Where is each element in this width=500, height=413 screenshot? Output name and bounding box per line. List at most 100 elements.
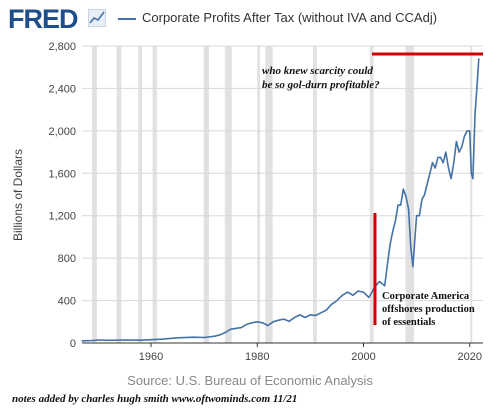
data-point xyxy=(214,335,216,337)
data-point xyxy=(357,290,359,292)
data-point xyxy=(437,156,439,158)
y-tick-label: 2,000 xyxy=(48,126,76,138)
legend-swatch xyxy=(118,17,136,20)
data-point xyxy=(161,338,163,340)
data-point xyxy=(192,336,195,338)
recession-band xyxy=(138,46,143,343)
mid-note-line2: offshores production xyxy=(382,304,475,315)
data-point xyxy=(378,280,381,283)
data-point xyxy=(325,309,327,311)
data-point xyxy=(405,196,407,198)
y-tick-label: 800 xyxy=(58,253,76,265)
data-point xyxy=(219,334,221,336)
data-point xyxy=(478,58,480,60)
data-point xyxy=(431,162,434,164)
data-point xyxy=(416,215,418,217)
data-point xyxy=(107,339,110,341)
fred-logo-graph-icon xyxy=(88,9,106,27)
data-point xyxy=(426,183,428,185)
data-point xyxy=(331,303,333,305)
data-point xyxy=(320,312,322,314)
data-point xyxy=(412,266,414,268)
data-point xyxy=(429,172,431,174)
data-point xyxy=(387,255,390,257)
data-point xyxy=(442,162,444,164)
data-point xyxy=(408,208,410,210)
recession-band xyxy=(116,46,122,343)
data-point xyxy=(277,319,280,321)
data-point xyxy=(246,323,248,326)
data-point xyxy=(410,246,412,249)
data-point xyxy=(402,188,404,190)
data-point xyxy=(123,339,126,341)
y-axis-label: Billions of Dollars xyxy=(11,149,25,241)
top-note-line1: who knew scarcity could xyxy=(262,65,373,77)
data-point xyxy=(447,167,450,169)
data-point xyxy=(370,292,373,294)
recession-band xyxy=(203,46,209,343)
y-tick-label: 400 xyxy=(58,296,76,308)
data-point xyxy=(470,172,472,174)
data-point xyxy=(389,243,391,245)
data-point xyxy=(240,327,242,329)
top-note-line2: be so gol-durn profitable? xyxy=(262,79,380,91)
data-point xyxy=(315,314,317,317)
data-point xyxy=(463,135,466,137)
x-tick-label: 2020 xyxy=(457,351,481,363)
data-point xyxy=(439,156,442,158)
data-point xyxy=(352,294,354,296)
data-point xyxy=(256,321,258,323)
data-point xyxy=(458,151,460,153)
data-point xyxy=(394,220,396,222)
legend: Corporate Profits After Tax (without IVA… xyxy=(118,10,437,25)
data-point xyxy=(469,130,471,132)
data-point xyxy=(421,199,423,201)
data-point xyxy=(384,285,386,287)
data-point xyxy=(341,294,343,296)
data-point xyxy=(472,177,474,180)
data-point xyxy=(346,291,349,293)
data-point xyxy=(150,339,152,341)
data-point xyxy=(461,146,463,148)
data-point xyxy=(92,339,94,342)
data-point xyxy=(224,331,227,333)
data-point xyxy=(177,337,179,339)
series-line xyxy=(81,58,480,342)
recession-band xyxy=(224,46,232,343)
recession-band xyxy=(405,46,414,343)
recession-band xyxy=(257,46,260,343)
recession-band xyxy=(92,46,97,343)
data-point xyxy=(81,340,83,342)
data-point xyxy=(272,321,274,323)
data-point xyxy=(309,314,311,316)
y-tick-label: 1,600 xyxy=(48,168,76,180)
data-point xyxy=(414,236,416,238)
y-tick-label: 1,200 xyxy=(48,211,76,223)
data-point xyxy=(293,316,296,319)
data-point xyxy=(362,291,365,293)
data-point xyxy=(304,316,306,319)
data-point xyxy=(139,339,142,341)
legend-label: Corporate Profits After Tax (without IVA… xyxy=(142,10,438,25)
data-point xyxy=(230,328,232,330)
data-point xyxy=(203,336,205,339)
mid-note-line3: of essentials xyxy=(382,317,435,328)
data-point xyxy=(97,339,99,341)
data-point xyxy=(445,151,447,153)
recession-band xyxy=(470,46,473,343)
data-point xyxy=(423,193,426,196)
y-tick-label: 2,400 xyxy=(48,83,76,95)
data-point xyxy=(466,130,468,132)
credit-note: notes added by charles hugh smith www.of… xyxy=(12,393,298,405)
data-point xyxy=(288,320,290,322)
plot-area xyxy=(82,46,483,343)
data-point xyxy=(400,204,402,206)
data-point xyxy=(267,324,269,327)
data-point xyxy=(474,114,476,116)
data-point xyxy=(261,322,264,324)
chart-svg: 0 400 800 1,200 1,600 2,000 2,400 2,800 1960 1980… xyxy=(11,41,483,363)
data-point xyxy=(450,177,452,180)
data-point xyxy=(392,231,394,233)
data-point xyxy=(455,140,458,143)
data-point xyxy=(453,162,455,164)
